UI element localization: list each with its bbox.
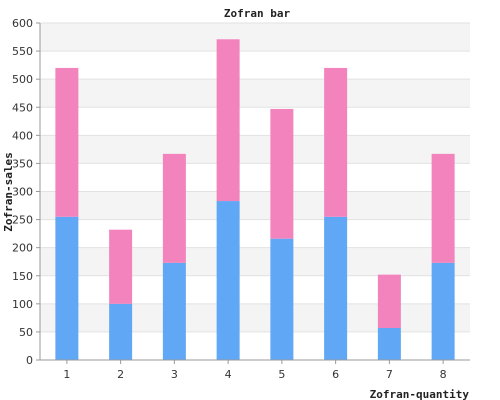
y-tick-labels: 0 50 100 150 200 250 300 350 400 450 500 550 600 bbox=[12, 17, 33, 367]
x-tick-label: 8 bbox=[440, 368, 447, 381]
bar-5-segment-2 bbox=[270, 108, 294, 239]
bar-1-segment-1 bbox=[55, 216, 79, 360]
y-tick-label: 600 bbox=[12, 17, 33, 30]
grid-band bbox=[40, 23, 470, 52]
y-tick-label: 350 bbox=[12, 157, 33, 170]
grid-band bbox=[40, 275, 470, 304]
y-tick-label: 300 bbox=[12, 186, 33, 199]
bar-5-segment-1 bbox=[270, 238, 294, 360]
y-axis-label: Zofran-sales bbox=[2, 152, 15, 231]
grid-band bbox=[40, 303, 470, 332]
bar-4-segment-2 bbox=[216, 39, 240, 202]
grid-band bbox=[40, 247, 470, 276]
y-tick-label: 0 bbox=[26, 354, 33, 367]
x-tick-label: 4 bbox=[225, 368, 232, 381]
axes bbox=[36, 22, 470, 364]
bar-8-segment-1 bbox=[431, 262, 455, 360]
y-tick-label: 100 bbox=[12, 298, 33, 311]
y-tick-label: 400 bbox=[12, 129, 33, 142]
x-tick-label: 1 bbox=[63, 368, 70, 381]
y-tick-label: 500 bbox=[12, 73, 33, 86]
grid-band bbox=[40, 191, 470, 220]
grid-band bbox=[40, 331, 470, 360]
y-tick-label: 250 bbox=[12, 214, 33, 227]
grid-band bbox=[40, 135, 470, 164]
grid-bands bbox=[40, 22, 470, 361]
chart-title: Zofran bar bbox=[224, 7, 291, 20]
grid-band bbox=[40, 79, 470, 108]
grid-band bbox=[40, 107, 470, 136]
y-tick-label: 450 bbox=[12, 101, 33, 114]
y-tick-label: 200 bbox=[12, 242, 33, 255]
bars bbox=[55, 39, 455, 360]
x-tick-label: 5 bbox=[278, 368, 285, 381]
bar-3-segment-2 bbox=[162, 153, 186, 263]
bar-1-segment-2 bbox=[55, 67, 79, 217]
bar-2-segment-1 bbox=[109, 303, 133, 360]
grid-band bbox=[40, 51, 470, 80]
x-tick-label: 6 bbox=[332, 368, 339, 381]
bar-7-segment-2 bbox=[377, 274, 401, 328]
x-tick-label: 7 bbox=[386, 368, 393, 381]
bar-6-segment-1 bbox=[324, 216, 348, 360]
x-axis-label: Zofran-quantity bbox=[370, 388, 470, 400]
y-tick-label: 50 bbox=[19, 326, 33, 339]
bar-8-segment-2 bbox=[431, 153, 455, 263]
grid-band bbox=[40, 219, 470, 248]
bar-7-segment-1 bbox=[377, 327, 401, 360]
y-tick-label: 550 bbox=[12, 45, 33, 58]
x-tick-label: 2 bbox=[117, 368, 124, 381]
bar-2-segment-2 bbox=[109, 229, 133, 304]
x-tick-labels: 1 2 3 4 5 6 7 8 bbox=[63, 368, 446, 381]
bar-6-segment-2 bbox=[324, 67, 348, 217]
x-tick-label: 3 bbox=[171, 368, 178, 381]
bar-3-segment-1 bbox=[162, 262, 186, 360]
grid-band bbox=[40, 163, 470, 192]
y-tick-label: 150 bbox=[12, 270, 33, 283]
bar-4-segment-1 bbox=[216, 201, 240, 360]
